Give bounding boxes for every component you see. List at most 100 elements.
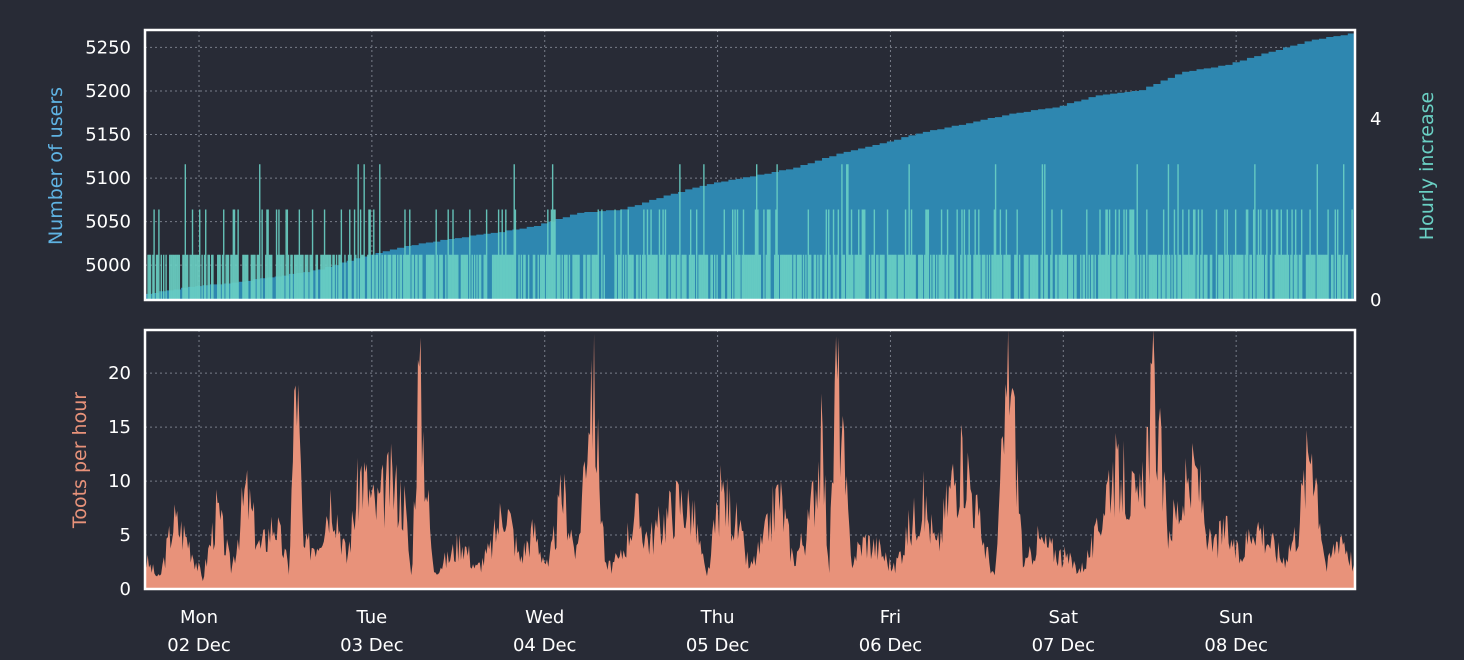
hourly-bar: [353, 209, 356, 300]
hourly-bar: [1069, 254, 1071, 300]
hourly-bar: [661, 254, 663, 300]
hourly-bar: [199, 209, 201, 300]
hourly-bar: [415, 254, 417, 300]
hourly-bar: [503, 254, 506, 300]
hourly-bar: [593, 254, 596, 300]
hourly-bar: [741, 254, 743, 300]
hourly-ytick-label: 4: [1370, 109, 1381, 130]
hourly-bar: [349, 209, 351, 300]
hourly-bar: [225, 254, 227, 300]
hourly-bar: [1252, 209, 1255, 300]
hourly-bar: [359, 209, 362, 300]
hourly-bar: [512, 254, 514, 300]
hourly-bar: [533, 254, 536, 300]
hourly-bar: [653, 254, 656, 300]
hourly-bar: [1059, 254, 1062, 300]
hourly-bar: [1143, 254, 1146, 300]
hourly-bar: [194, 254, 196, 300]
hourly-bar: [1118, 209, 1120, 300]
hourly-bar: [1238, 254, 1240, 300]
hourly-bar: [673, 254, 675, 300]
hourly-bar: [1269, 254, 1272, 300]
users-ytick-label: 5200: [85, 81, 131, 102]
hourly-bar: [1177, 164, 1179, 300]
hourly-bar: [311, 209, 314, 300]
hourly-bar: [155, 254, 158, 300]
hourly-bar: [1167, 164, 1170, 300]
hourly-bar: [925, 209, 927, 300]
hourly-bar: [745, 254, 747, 300]
hourly-bar: [670, 254, 673, 300]
hourly-bar: [754, 209, 757, 300]
hourly-bar: [1310, 254, 1312, 300]
hourly-bar: [1065, 254, 1068, 300]
hourly-bar: [637, 254, 639, 300]
hourly-bar: [1291, 209, 1293, 300]
hourly-bar: [520, 254, 523, 300]
hourly-bar: [335, 254, 338, 300]
hourly-bar: [1346, 254, 1348, 300]
hourly-bar: [860, 254, 862, 300]
x-tick-day: Thu: [700, 607, 735, 628]
hourly-bar: [405, 254, 407, 300]
hourly-bar: [283, 254, 285, 300]
hourly-bar: [817, 254, 819, 300]
hourly-bar: [542, 254, 544, 300]
hourly-bar: [1270, 209, 1273, 300]
hourly-bar: [837, 209, 840, 300]
hourly-bar: [232, 209, 235, 300]
hourly-bar: [506, 254, 508, 300]
hourly-bar: [620, 209, 622, 300]
hourly-bar: [671, 254, 674, 300]
hourly-bar: [381, 254, 383, 300]
hourly-bar: [518, 254, 520, 300]
hourly-bar: [1125, 209, 1128, 300]
hourly-bar: [1311, 254, 1314, 300]
hourly-bar: [1184, 254, 1186, 300]
hourly-bar: [1117, 254, 1119, 300]
hourly-bar: [956, 209, 958, 300]
hourly-bar: [231, 254, 233, 300]
hourly-bar: [901, 254, 903, 300]
hourly-bar: [430, 254, 433, 300]
hourly-bar: [327, 254, 329, 300]
hourly-bar: [527, 254, 530, 300]
hourly-bar: [301, 254, 303, 300]
hourly-bar: [271, 254, 273, 300]
hourly-bar: [1298, 254, 1300, 300]
hourly-bar: [731, 209, 734, 300]
hourly-bar: [836, 254, 838, 300]
hourly-bar: [148, 254, 151, 300]
hourly-bar: [788, 254, 790, 300]
hourly-bar: [704, 254, 706, 300]
hourly-bar: [254, 254, 256, 300]
hourly-bar: [572, 254, 574, 300]
hourly-bar: [728, 254, 730, 300]
hourly-bar: [305, 254, 308, 300]
hourly-bar: [769, 209, 771, 300]
hourly-bar: [1142, 254, 1144, 300]
hourly-bar: [765, 254, 768, 300]
hourly-bar: [1220, 254, 1222, 300]
hourly-bar: [1082, 254, 1084, 300]
hourly-bar: [573, 254, 575, 300]
hourly-bar: [656, 254, 658, 300]
hourly-bar: [1186, 254, 1189, 300]
hourly-bar: [781, 254, 783, 300]
hourly-bar: [907, 254, 909, 300]
hourly-bar: [859, 254, 861, 300]
hourly-bar: [814, 254, 817, 300]
hourly-bar: [1174, 254, 1177, 300]
hourly-bar: [852, 254, 854, 300]
hourly-bar: [824, 254, 826, 300]
hourly-bar: [1166, 254, 1168, 300]
hourly-bar: [900, 254, 902, 300]
hourly-bar: [1104, 254, 1106, 300]
hourly-bar: [379, 164, 381, 300]
hourly-bar: [993, 209, 996, 300]
hourly-bar: [1280, 209, 1282, 300]
toots-area: [145, 330, 1355, 589]
hourly-bar: [1092, 254, 1094, 300]
hourly-bar: [597, 209, 599, 300]
hourly-bar: [1094, 254, 1096, 300]
